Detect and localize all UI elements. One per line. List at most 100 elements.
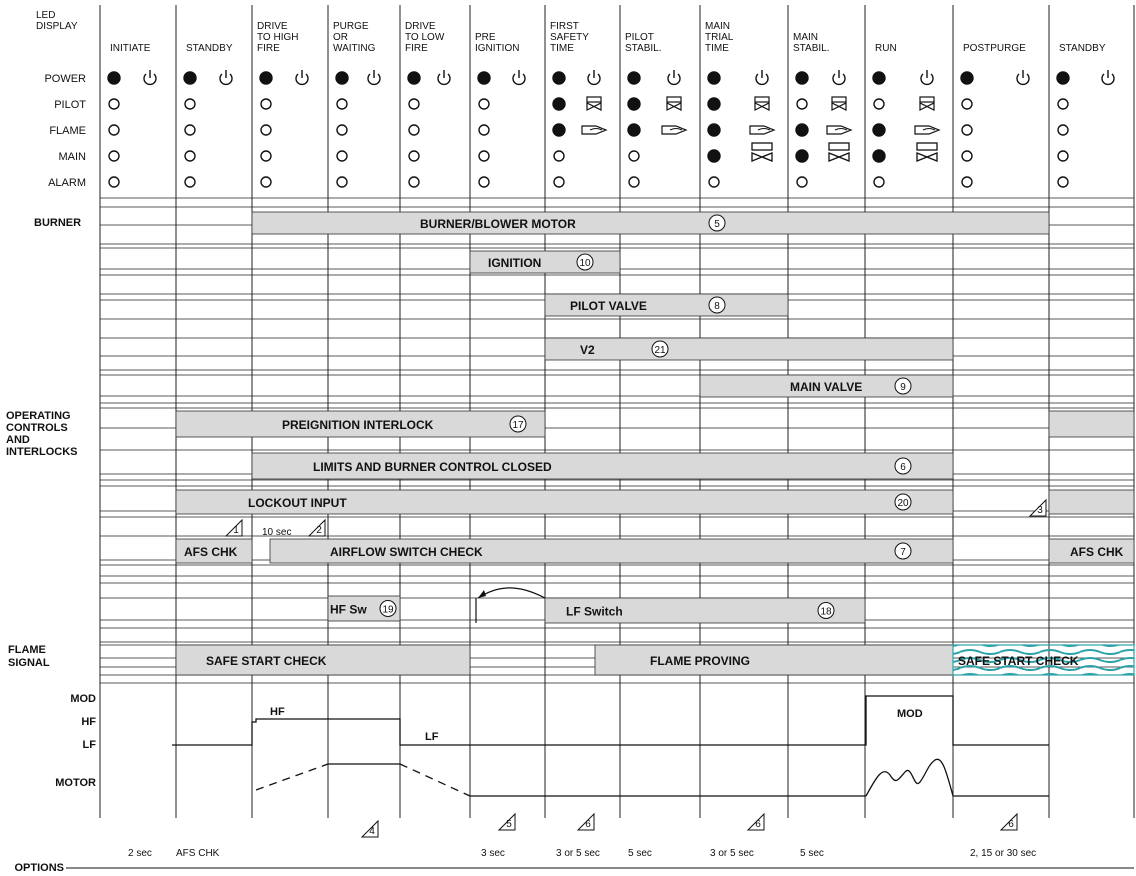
led-alarm-off — [260, 176, 272, 188]
column-header-10: MAIN STABIL. — [793, 32, 830, 54]
burner-label: BURNER — [34, 217, 81, 229]
note-triangle — [746, 812, 765, 831]
note-number: 5 — [506, 819, 512, 830]
led-flame-off — [184, 124, 196, 136]
flame-icon — [914, 125, 941, 135]
option-1: 2 sec — [128, 848, 152, 859]
led-label-power: POWER — [44, 73, 86, 85]
main-valve-icon — [751, 142, 773, 151]
led-pilot-on — [707, 97, 721, 111]
note-triangle — [307, 518, 326, 537]
motor-ramp-up — [255, 763, 329, 791]
led-flame-off — [961, 124, 973, 136]
bar-label: PREIGNITION INTERLOCK — [282, 418, 434, 432]
led-flame-off — [478, 124, 490, 136]
callout-circle — [894, 377, 912, 395]
led-alarm-off — [336, 176, 348, 188]
led-flame-off — [1057, 124, 1069, 136]
bar-preignition-standby — [1048, 410, 1135, 438]
led-flame-on — [627, 123, 641, 137]
callout-circle — [894, 457, 912, 475]
led-power-on — [872, 71, 886, 85]
note-triangle — [224, 518, 243, 537]
led-alarm-off — [478, 176, 490, 188]
bar-lockout-standby — [1048, 489, 1135, 515]
note-number: 3 — [1037, 505, 1043, 516]
led-power-on — [1056, 71, 1070, 85]
callout-number: 21 — [654, 345, 666, 356]
bar-label: MAIN VALVE — [790, 380, 862, 394]
led-flame-on — [795, 123, 809, 137]
callout-circle — [894, 542, 912, 560]
hf-note: HF — [270, 706, 285, 718]
led-power-on — [552, 71, 566, 85]
option-3: 3 sec — [481, 848, 505, 859]
column-header-11: RUN — [875, 43, 897, 54]
power-icon — [219, 73, 233, 86]
bar-label: PILOT VALVE — [570, 299, 647, 313]
valve-body-icon — [666, 102, 682, 111]
led-alarm-off — [708, 176, 720, 188]
led-main-on — [795, 149, 809, 163]
bar-flame-proving — [594, 644, 954, 676]
option-7: 5 sec — [800, 848, 824, 859]
led-alarm-off — [961, 176, 973, 188]
bar-afs-chk — [175, 538, 253, 564]
note-triangle — [1028, 498, 1047, 517]
bar-label: BURNER/BLOWER MOTOR — [420, 217, 576, 231]
led-main-off — [961, 150, 973, 162]
led-power-on — [627, 71, 641, 85]
valve-body-icon — [831, 102, 847, 111]
note-triangle — [576, 812, 595, 831]
callout-number: 19 — [382, 605, 394, 616]
bar-lockout-input — [175, 489, 954, 515]
bar-limits-and-burner-control-closed — [251, 452, 954, 480]
led-alarm-off — [1057, 176, 1069, 188]
led-power-on — [183, 71, 197, 85]
bar-label: LIMITS AND BURNER CONTROL CLOSED — [313, 460, 552, 474]
motor-label: MOTOR — [55, 777, 96, 789]
main-valve-icon — [828, 142, 850, 151]
bar-label: LOCKOUT INPUT — [248, 496, 347, 510]
note-triangle — [360, 819, 379, 838]
valve-body-icon — [754, 102, 770, 111]
bar-pilot-valve — [544, 293, 789, 317]
valve-icon — [919, 96, 935, 103]
option-8: 2, 15 or 30 sec — [970, 848, 1036, 859]
note-number: 4 — [369, 826, 375, 837]
note-number: 6 — [585, 819, 591, 830]
led-power-on — [477, 71, 491, 85]
bar-burner-blower-motor — [251, 211, 1050, 235]
callout-number: 18 — [820, 607, 832, 618]
led-pilot-off — [108, 98, 120, 110]
power-icon — [295, 73, 309, 86]
callout-circle — [817, 602, 835, 619]
mod-note: MOD — [897, 708, 923, 720]
led-power-on — [107, 71, 121, 85]
note-triangle — [999, 812, 1018, 831]
ten-sec-note: 10 sec — [262, 527, 291, 538]
led-alarm-off — [873, 176, 885, 188]
led-label-alarm: ALARM — [48, 177, 86, 189]
led-pilot-off — [184, 98, 196, 110]
led-alarm-off — [553, 176, 565, 188]
lf-label: LF — [83, 739, 97, 751]
bar-label: AIRFLOW SWITCH CHECK — [330, 545, 483, 559]
main-valve-icon — [916, 142, 938, 151]
led-pilot-off — [260, 98, 272, 110]
power-icon — [920, 73, 934, 86]
power-icon — [1101, 73, 1115, 86]
column-header-3: DRIVE TO HIGH FIRE — [257, 21, 298, 54]
valve-body-icon — [586, 102, 602, 111]
led-pilot-off — [336, 98, 348, 110]
bar-v2 — [544, 337, 954, 361]
switch-arrowhead — [478, 590, 486, 598]
led-pilot-off — [796, 98, 808, 110]
led-label-pilot: PILOT — [54, 99, 86, 111]
power-icon — [367, 73, 381, 86]
led-pilot-on — [627, 97, 641, 111]
led-main-off — [1057, 150, 1069, 162]
led-flame-off — [336, 124, 348, 136]
power-icon — [587, 73, 601, 86]
